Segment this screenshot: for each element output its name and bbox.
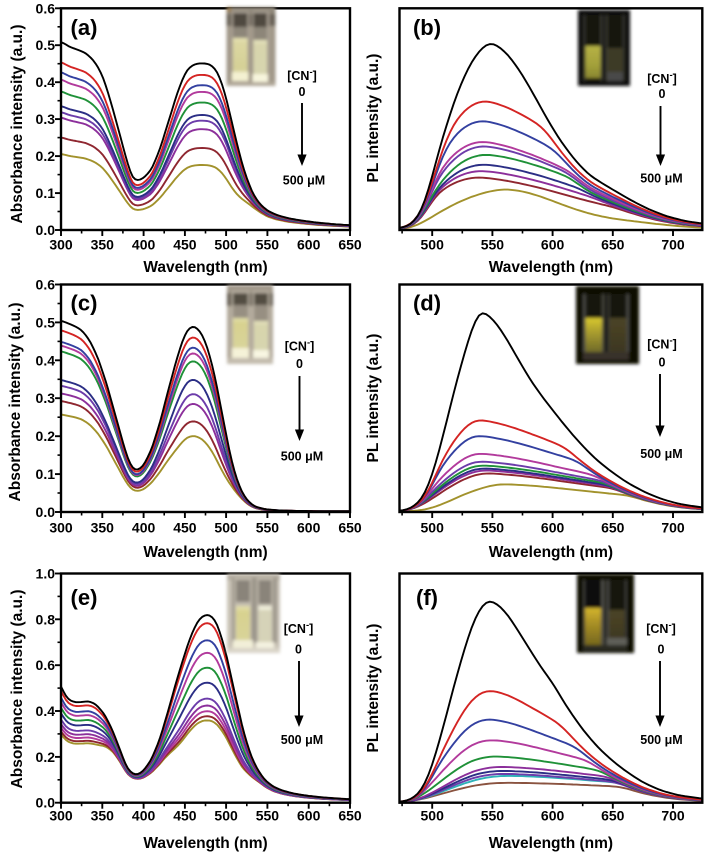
svg-text:[CN-]: [CN-] <box>646 620 676 636</box>
svg-text:450: 450 <box>173 808 197 824</box>
svg-text:0.5: 0.5 <box>36 314 56 330</box>
svg-text:Wavelength (nm): Wavelength (nm) <box>489 544 613 561</box>
svg-text:PL intensity (a.u.): PL intensity (a.u.) <box>365 624 382 753</box>
svg-text:0: 0 <box>296 357 303 371</box>
svg-text:[CN-]: [CN-] <box>284 620 314 636</box>
svg-text:400: 400 <box>132 237 156 253</box>
svg-text:Absorbance intensity (a.u.): Absorbance intensity (a.u.) <box>9 25 26 224</box>
svg-text:550: 550 <box>256 808 280 824</box>
svg-text:0.2: 0.2 <box>36 148 56 164</box>
svg-text:600: 600 <box>541 237 565 253</box>
svg-text:0.0: 0.0 <box>36 222 56 238</box>
svg-text:650: 650 <box>601 520 625 536</box>
svg-text:Wavelength (nm): Wavelength (nm) <box>143 544 267 561</box>
svg-text:700: 700 <box>661 237 685 253</box>
svg-text:0.0: 0.0 <box>36 504 56 520</box>
svg-text:500: 500 <box>421 520 445 536</box>
svg-text:0.3: 0.3 <box>36 390 56 406</box>
svg-text:0.6: 0.6 <box>36 277 56 293</box>
svg-text:650: 650 <box>338 520 362 536</box>
svg-text:0.6: 0.6 <box>36 0 56 16</box>
svg-text:0.6: 0.6 <box>36 657 56 673</box>
svg-text:Wavelength (nm): Wavelength (nm) <box>143 835 267 852</box>
svg-text:650: 650 <box>338 237 362 253</box>
svg-text:600: 600 <box>541 808 565 824</box>
svg-text:0: 0 <box>299 85 306 99</box>
svg-text:550: 550 <box>256 237 280 253</box>
svg-text:(d): (d) <box>413 291 441 316</box>
svg-text:0: 0 <box>659 87 666 101</box>
svg-text:(c): (c) <box>71 291 98 316</box>
svg-text:550: 550 <box>256 520 280 536</box>
svg-text:0.8: 0.8 <box>36 611 56 627</box>
svg-text:600: 600 <box>541 520 565 536</box>
svg-text:PL intensity (a.u.): PL intensity (a.u.) <box>365 54 382 183</box>
svg-text:0.3: 0.3 <box>36 111 56 127</box>
svg-text:300: 300 <box>49 237 73 253</box>
svg-text:500: 500 <box>421 237 445 253</box>
svg-text:650: 650 <box>601 808 625 824</box>
svg-text:600: 600 <box>297 520 321 536</box>
svg-text:0.5: 0.5 <box>36 37 56 53</box>
svg-text:500: 500 <box>214 808 238 824</box>
svg-text:(b): (b) <box>413 15 441 40</box>
svg-text:550: 550 <box>481 808 505 824</box>
svg-text:500 μM: 500 μM <box>640 733 682 747</box>
svg-text:650: 650 <box>601 237 625 253</box>
svg-text:600: 600 <box>297 808 321 824</box>
svg-text:[CN-]: [CN-] <box>647 336 677 352</box>
svg-text:0.4: 0.4 <box>36 703 56 719</box>
svg-text:500 μM: 500 μM <box>281 450 323 464</box>
svg-text:Absorbance intensity (a.u.): Absorbance intensity (a.u.) <box>9 590 26 789</box>
svg-text:(e): (e) <box>71 585 98 610</box>
svg-text:700: 700 <box>661 808 685 824</box>
svg-text:PL intensity (a.u.): PL intensity (a.u.) <box>365 334 382 463</box>
svg-text:500 μM: 500 μM <box>283 174 325 188</box>
svg-text:0.1: 0.1 <box>36 185 56 201</box>
svg-text:500 μM: 500 μM <box>281 733 323 747</box>
svg-text:[CN-]: [CN-] <box>287 67 317 83</box>
svg-text:400: 400 <box>132 808 156 824</box>
svg-text:0.2: 0.2 <box>36 428 56 444</box>
svg-text:450: 450 <box>173 520 197 536</box>
svg-text:Absorbance intensity (a.u.): Absorbance intensity (a.u.) <box>7 303 24 502</box>
svg-text:Wavelength (nm): Wavelength (nm) <box>489 835 613 852</box>
svg-text:0.2: 0.2 <box>36 749 56 765</box>
svg-text:0.1: 0.1 <box>36 466 56 482</box>
svg-text:[CN-]: [CN-] <box>647 70 677 86</box>
svg-text:550: 550 <box>481 237 505 253</box>
svg-text:0: 0 <box>295 643 302 657</box>
svg-text:300: 300 <box>49 808 73 824</box>
svg-text:650: 650 <box>338 808 362 824</box>
svg-text:500 μM: 500 μM <box>640 172 682 186</box>
svg-text:350: 350 <box>91 808 115 824</box>
svg-text:1.0: 1.0 <box>36 566 56 582</box>
svg-text:600: 600 <box>297 237 321 253</box>
svg-text:500: 500 <box>214 520 238 536</box>
svg-text:0: 0 <box>659 356 666 370</box>
svg-text:300: 300 <box>49 520 73 536</box>
svg-text:(f): (f) <box>416 585 438 610</box>
svg-text:500 μM: 500 μM <box>640 447 682 461</box>
svg-text:0: 0 <box>658 643 665 657</box>
svg-text:0.4: 0.4 <box>36 352 56 368</box>
svg-text:500: 500 <box>214 237 238 253</box>
svg-text:500: 500 <box>421 808 445 824</box>
svg-text:Wavelength (nm): Wavelength (nm) <box>143 259 267 276</box>
svg-text:(a): (a) <box>71 15 98 40</box>
svg-text:0.4: 0.4 <box>36 74 56 90</box>
svg-text:Wavelength (nm): Wavelength (nm) <box>489 259 613 276</box>
svg-text:400: 400 <box>132 520 156 536</box>
svg-text:450: 450 <box>173 237 197 253</box>
svg-text:550: 550 <box>481 520 505 536</box>
svg-text:700: 700 <box>661 520 685 536</box>
svg-text:[CN-]: [CN-] <box>285 338 315 354</box>
svg-text:350: 350 <box>91 520 115 536</box>
svg-text:350: 350 <box>91 237 115 253</box>
svg-text:0.0: 0.0 <box>36 795 56 811</box>
